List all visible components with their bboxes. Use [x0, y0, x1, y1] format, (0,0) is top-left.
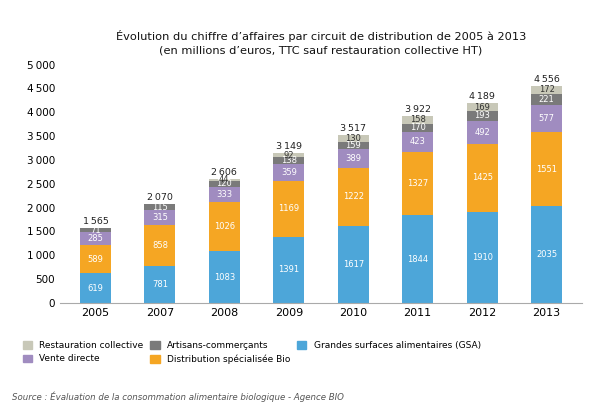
Text: 158: 158 [410, 115, 425, 124]
Text: 2 070: 2 070 [147, 194, 173, 202]
Bar [209, 251, 240, 303]
Text: 781: 781 [152, 280, 168, 289]
Legend: Restauration collective, Vente directe, Artisans-commerçants, Distribution spéci: Restauration collective, Vente directe, … [23, 341, 481, 364]
Text: 3 517: 3 517 [340, 124, 366, 133]
Text: 589: 589 [88, 255, 103, 264]
Bar [467, 120, 497, 144]
Text: 389: 389 [345, 154, 361, 163]
Bar [402, 152, 433, 215]
Text: 1844: 1844 [407, 255, 428, 263]
Text: 1 565: 1 565 [83, 217, 109, 227]
Bar [80, 228, 111, 232]
Text: 1425: 1425 [472, 173, 493, 183]
Text: 44: 44 [219, 175, 230, 184]
Text: Source : Évaluation de la consommation alimentaire biologique - Agence BIO: Source : Évaluation de la consommation a… [12, 391, 344, 402]
Bar [467, 103, 497, 112]
Bar [274, 157, 304, 164]
Bar [338, 141, 368, 149]
Bar [274, 181, 304, 237]
Text: 577: 577 [539, 114, 554, 123]
Text: 423: 423 [410, 137, 425, 146]
Text: 172: 172 [539, 85, 554, 95]
Bar [467, 212, 497, 303]
Bar [209, 187, 240, 202]
Bar [402, 116, 433, 124]
Text: 1910: 1910 [472, 253, 493, 262]
Text: 359: 359 [281, 168, 297, 177]
Bar [402, 132, 433, 152]
Bar [531, 94, 562, 105]
Text: 71: 71 [90, 225, 101, 235]
Bar [338, 226, 368, 303]
Text: 92: 92 [284, 151, 294, 160]
Text: 333: 333 [216, 190, 232, 199]
Text: 3 149: 3 149 [276, 142, 302, 151]
Text: 1327: 1327 [407, 179, 428, 188]
Bar [274, 153, 304, 157]
Text: 221: 221 [539, 95, 554, 104]
Text: 120: 120 [217, 179, 232, 188]
Bar [145, 225, 175, 266]
Bar [467, 112, 497, 120]
Text: 1391: 1391 [278, 265, 299, 274]
Title: Évolution du chiffre d’affaires par circuit de distribution de 2005 à 2013
(en m: Évolution du chiffre d’affaires par circ… [116, 29, 526, 55]
Bar [80, 232, 111, 245]
Bar [402, 215, 433, 303]
Bar [338, 168, 368, 226]
Bar [531, 105, 562, 132]
Text: 1169: 1169 [278, 204, 299, 213]
Text: 858: 858 [152, 241, 168, 250]
Bar [338, 135, 368, 141]
Bar [274, 164, 304, 181]
Bar [209, 181, 240, 187]
Text: 193: 193 [474, 112, 490, 120]
Bar [338, 149, 368, 168]
Text: 1026: 1026 [214, 223, 235, 231]
Text: 170: 170 [410, 123, 425, 132]
Text: 1083: 1083 [214, 273, 235, 282]
Text: 2035: 2035 [536, 250, 557, 259]
Bar [402, 124, 433, 132]
Text: 2 606: 2 606 [211, 168, 237, 177]
Text: 619: 619 [88, 284, 103, 293]
Text: 1551: 1551 [536, 164, 557, 173]
Text: 1222: 1222 [343, 192, 364, 201]
Bar [145, 266, 175, 303]
Bar [531, 132, 562, 206]
Bar [209, 179, 240, 181]
Text: 130: 130 [345, 134, 361, 143]
Bar [274, 237, 304, 303]
Bar [209, 202, 240, 251]
Text: 3 922: 3 922 [404, 105, 431, 114]
Bar [531, 86, 562, 94]
Text: 159: 159 [346, 141, 361, 150]
Bar [145, 210, 175, 225]
Text: 4 556: 4 556 [533, 75, 559, 84]
Bar [531, 206, 562, 303]
Text: 4 189: 4 189 [469, 93, 495, 101]
Bar [145, 204, 175, 210]
Text: 115: 115 [152, 203, 168, 212]
Bar [80, 274, 111, 303]
Bar [80, 245, 111, 274]
Text: 169: 169 [474, 103, 490, 112]
Text: 315: 315 [152, 213, 168, 222]
Bar [467, 144, 497, 212]
Text: 138: 138 [281, 156, 297, 165]
Text: 1617: 1617 [343, 260, 364, 269]
Text: 492: 492 [474, 128, 490, 137]
Text: 285: 285 [88, 234, 103, 243]
